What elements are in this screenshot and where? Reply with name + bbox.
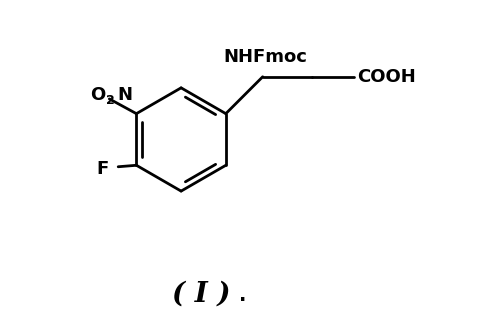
Text: NHFmoc: NHFmoc [223,48,307,66]
Text: COOH: COOH [357,68,416,86]
Text: F: F [96,160,108,178]
Text: ( I ): ( I ) [172,281,230,308]
Text: N: N [118,86,133,104]
Text: O: O [90,86,106,104]
Text: 2: 2 [106,95,115,107]
Text: .: . [239,286,246,305]
